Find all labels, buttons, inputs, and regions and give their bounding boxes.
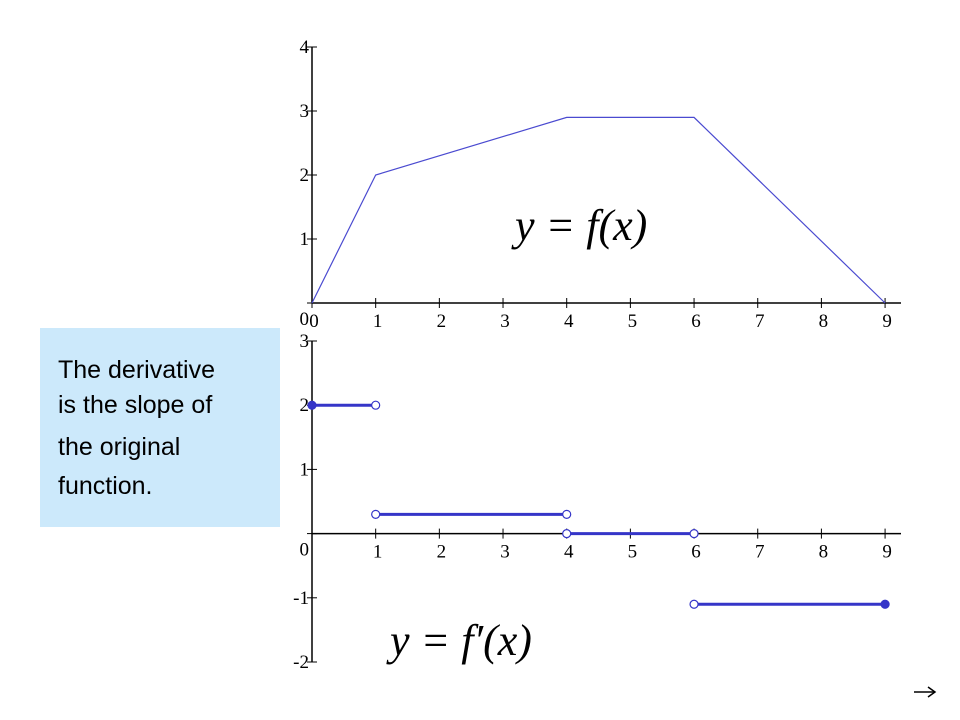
endpoint: [371, 400, 381, 410]
y-tick-label: 1: [300, 459, 310, 480]
x-tick-label: 2: [437, 311, 447, 332]
x-tick-label: 9: [882, 542, 892, 563]
y-tick-label: 3: [300, 101, 310, 122]
endpoint: [689, 528, 699, 539]
x-tick-label: 3: [500, 542, 510, 563]
endpoint: [880, 599, 890, 609]
y-tick-label: 3: [300, 331, 310, 352]
x-tick-label: 4: [564, 542, 574, 563]
x-tick-label: 8: [819, 542, 829, 563]
note-line: the original: [58, 433, 180, 461]
note-line: The derivative: [58, 356, 215, 384]
x-tick-label: 7: [755, 542, 765, 563]
y-tick-label: 1: [300, 229, 310, 250]
annotation: y = f′(x): [386, 616, 532, 665]
endpoint: [562, 528, 572, 539]
y-tick-label: 0: [300, 309, 310, 330]
endpoint: [562, 509, 572, 519]
x-tick-label: 2: [437, 542, 447, 563]
note-box: [40, 328, 280, 527]
endpoint: [371, 509, 381, 519]
y-tick-label: 0: [300, 540, 310, 561]
x-tick-label: 1: [373, 311, 383, 332]
x-tick-label: 0: [309, 311, 319, 332]
x-tick-label: 1: [373, 542, 383, 563]
note-line: function.: [58, 472, 153, 500]
x-tick-label: 5: [628, 542, 638, 563]
annotation: y = f(x): [511, 201, 647, 250]
y-tick-label: 2: [300, 165, 310, 186]
x-tick-label: 7: [755, 311, 765, 332]
endpoint: [689, 599, 699, 609]
note-line: is the slope of: [58, 391, 212, 419]
x-tick-label: 6: [691, 311, 701, 332]
y-tick-label: -1: [293, 588, 309, 609]
x-tick-label: 4: [564, 311, 574, 332]
x-tick-label: 5: [628, 311, 638, 332]
data-line: [311, 116, 886, 304]
x-tick-label: 6: [691, 542, 701, 563]
y-tick-label: 2: [300, 395, 310, 416]
y-tick-label: -2: [293, 652, 309, 673]
next-arrow[interactable]: [914, 686, 937, 698]
x-tick-label: 8: [819, 311, 829, 332]
y-tick-label: 4: [300, 37, 310, 58]
x-tick-label: 3: [500, 311, 510, 332]
endpoint: [307, 400, 317, 410]
x-tick-label: 9: [882, 311, 892, 332]
